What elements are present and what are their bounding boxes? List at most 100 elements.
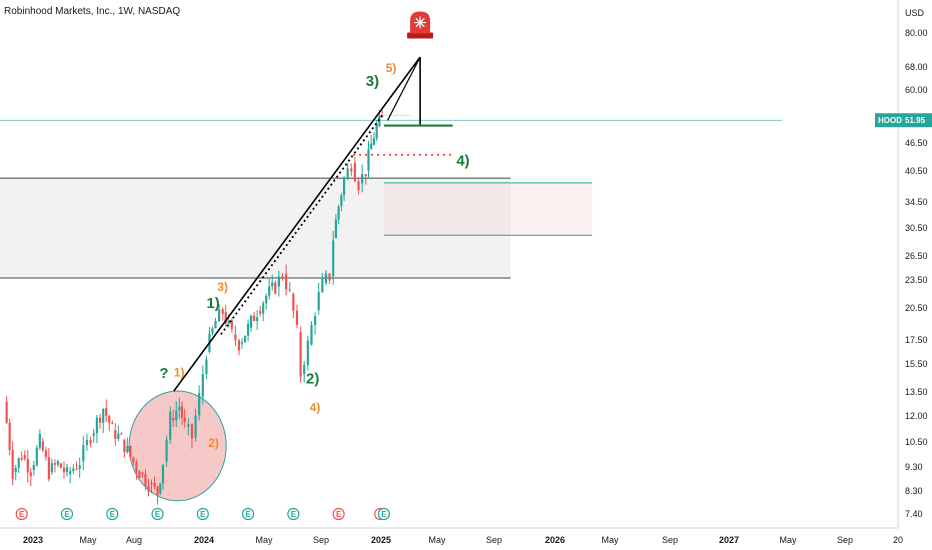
price-tick-label: 40.50	[905, 166, 928, 176]
time-tick-label: May	[601, 535, 619, 545]
candle-body	[141, 472, 144, 474]
candle-body	[253, 315, 256, 322]
candle-body	[372, 138, 376, 145]
wave-label: ?	[159, 365, 168, 382]
candle-body	[11, 450, 14, 480]
earnings-marker: E	[151, 507, 164, 521]
earnings-marker-circle	[377, 507, 391, 521]
candle-body	[364, 174, 367, 176]
candle-body	[161, 464, 165, 484]
candle-body	[38, 433, 41, 448]
earnings-marker: E	[60, 507, 74, 521]
earnings-marker: E	[15, 507, 28, 521]
candle-body	[268, 286, 271, 296]
candle-body	[295, 310, 299, 325]
candle-body	[187, 424, 190, 427]
earnings-marker-circle	[151, 507, 164, 521]
price-tick-label: 23.50	[905, 275, 928, 285]
price-tick-label: 30.50	[905, 223, 928, 233]
candle-body	[59, 463, 63, 468]
earnings-marker-letter: E	[336, 510, 342, 519]
earnings-marker-letter: E	[245, 510, 251, 519]
time-tick-label: 20	[893, 535, 903, 545]
candle-body	[218, 309, 221, 322]
price-tick-label: 7.40	[905, 509, 923, 519]
candle-body	[75, 468, 78, 470]
earnings-marker-circle	[287, 507, 300, 521]
chart-title: Robinhood Markets, Inc., 1W, NASDAQ	[4, 6, 180, 17]
candle-body	[29, 472, 32, 477]
candle-body	[328, 273, 331, 281]
candle-body	[53, 463, 57, 465]
candle-body	[180, 406, 184, 418]
candle-body	[117, 433, 120, 439]
candle-body	[224, 312, 227, 324]
candle-body	[303, 364, 306, 374]
trendline	[220, 112, 385, 335]
candle-body	[277, 276, 280, 287]
candle-body	[346, 168, 349, 180]
candle-body	[246, 323, 250, 336]
candle-body	[102, 409, 105, 423]
candle-body	[334, 219, 338, 239]
candle-body	[194, 415, 197, 438]
candle-body	[367, 149, 370, 171]
candle-body	[85, 439, 89, 446]
price-tick-label: 46.50	[905, 138, 928, 148]
candle-body	[237, 340, 241, 351]
candle-body	[262, 303, 265, 314]
candle-body	[299, 332, 302, 377]
candle-body	[324, 273, 328, 284]
price-tick-label: 60.00	[905, 85, 928, 95]
siren-ray	[419, 22, 425, 28]
wave-label: 5)	[386, 61, 397, 75]
time-tick-label: May	[79, 535, 97, 545]
candle-body	[120, 433, 123, 435]
wave-label: 2)	[208, 436, 219, 450]
candle-body	[337, 206, 340, 220]
candle-body	[26, 459, 29, 473]
candle-body	[378, 115, 381, 126]
siren-base	[407, 32, 434, 39]
earnings-marker-letter: E	[381, 510, 387, 519]
candle-body	[108, 415, 111, 424]
candle-body	[165, 439, 168, 462]
candle-body	[243, 335, 247, 343]
time-tick-label: Sep	[837, 535, 853, 545]
candle-body	[98, 417, 102, 423]
candle-body	[144, 473, 147, 487]
earnings-marker-circle	[196, 507, 209, 521]
candle-body	[361, 174, 364, 184]
candle-body	[153, 482, 156, 487]
target-diagonal-line	[386, 56, 421, 121]
candle-body	[310, 324, 313, 345]
earnings-marker-circle	[15, 507, 28, 521]
candle-body	[47, 457, 50, 480]
candle-body	[350, 168, 353, 172]
price-tick-label: 26.50	[905, 251, 928, 261]
earnings-marker-letter: E	[155, 510, 161, 519]
candle-body	[353, 163, 357, 182]
price-tick-label: 15.50	[905, 359, 928, 369]
trendline	[173, 56, 421, 392]
candle-body	[72, 468, 75, 472]
price-tick-label: 20.50	[905, 303, 928, 313]
candle-body	[250, 315, 253, 328]
candle-body	[82, 445, 85, 462]
wave-label: 3)	[366, 73, 379, 90]
candle-body	[44, 450, 47, 458]
price-tick-label: 12.00	[905, 411, 928, 421]
candle-body	[265, 295, 268, 304]
candle-body	[5, 401, 8, 423]
candle-body	[211, 328, 214, 334]
candle-body	[69, 471, 72, 475]
candle-body	[169, 411, 172, 440]
candle-body	[357, 181, 360, 191]
currency-label: USD	[905, 8, 925, 18]
time-tick-label: 2025	[371, 535, 391, 545]
candle-body	[201, 374, 204, 398]
candle-body	[129, 445, 132, 458]
candle-body	[95, 417, 98, 434]
